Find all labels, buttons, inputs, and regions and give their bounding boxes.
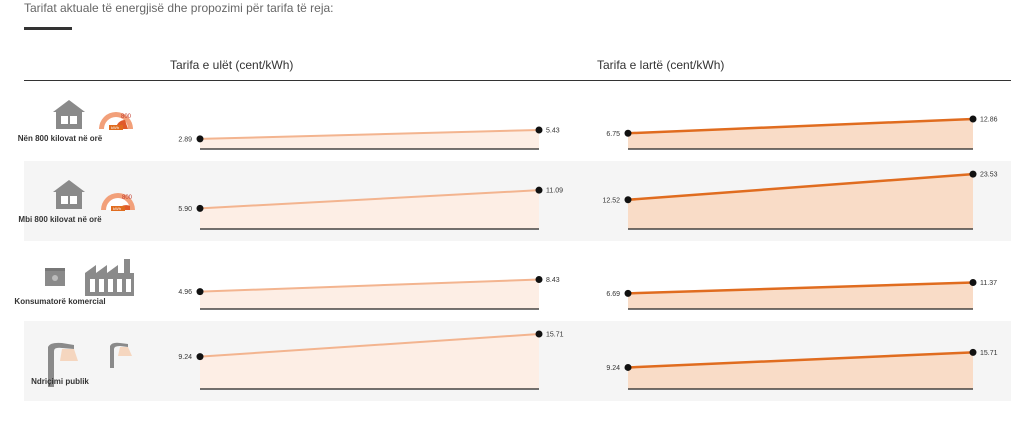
series-line <box>199 189 540 210</box>
low-tariff-header: Tarifa e ulët (cent/kWh) <box>170 58 294 72</box>
category-label: Ndriçimi publik <box>31 377 89 386</box>
factory-icon <box>85 259 134 296</box>
gauge-value: 800 <box>121 114 132 120</box>
data-point-end <box>969 170 977 178</box>
svg-text:kWh: kWh <box>113 206 121 211</box>
data-label-end: 23.53 <box>980 172 998 179</box>
data-label-end: 12.86 <box>980 116 998 123</box>
data-label-start: 12.52 <box>602 197 620 204</box>
meter-gauge-icon: 800 kWh <box>99 112 133 130</box>
series-line <box>627 117 974 135</box>
data-point-end <box>969 278 977 286</box>
data-point-end <box>535 330 543 338</box>
data-label-start: 6.69 <box>606 291 620 298</box>
street-lamp-icon <box>48 342 78 387</box>
area-fill <box>200 334 539 389</box>
data-label-start: 2.89 <box>178 136 192 143</box>
accent-bar <box>24 27 72 30</box>
area-fill <box>628 118 973 149</box>
data-label-end: 5.43 <box>546 127 560 134</box>
meter-gauge-icon: 800 kWh <box>101 193 135 211</box>
data-label-end: 11.37 <box>980 280 997 287</box>
data-point-end <box>969 115 977 123</box>
category-label: Mbi 800 kilovat në orë <box>18 215 102 224</box>
data-label-end: 15.71 <box>546 332 564 339</box>
data-label-end: 8.43 <box>546 277 560 284</box>
data-label-start: 5.90 <box>178 206 192 213</box>
house-icon <box>53 100 85 129</box>
category-label: Nën 800 kilovat në orë <box>17 134 103 143</box>
series-line <box>627 172 974 202</box>
server-box-icon <box>45 268 65 286</box>
data-point-start <box>624 289 632 297</box>
data-label-end: 15.71 <box>980 350 998 357</box>
area-fill <box>200 190 539 229</box>
data-point-end <box>535 186 543 194</box>
area-fill <box>628 352 973 389</box>
data-point-start <box>196 135 204 143</box>
area-fill <box>628 282 973 309</box>
area-fill <box>628 174 973 229</box>
data-point-end <box>969 348 977 356</box>
svg-text:kWh: kWh <box>111 125 119 130</box>
data-point-start <box>196 204 204 212</box>
data-point-start <box>624 196 632 204</box>
data-point-end <box>535 126 543 134</box>
series-line <box>199 333 540 358</box>
chart-subtitle: Tarifat aktuale të energjisë dhe propozi… <box>24 1 334 15</box>
data-label-start: 9.24 <box>178 354 192 361</box>
header-rule <box>24 80 1011 81</box>
series-line <box>627 351 974 369</box>
series-line <box>627 281 974 295</box>
area-fill <box>200 129 539 149</box>
category-label: Konsumatorë komercial <box>14 297 106 306</box>
data-point-start <box>624 363 632 371</box>
series-line <box>199 128 540 140</box>
data-point-end <box>535 275 543 283</box>
data-label-start: 4.96 <box>178 289 192 296</box>
series-line <box>199 278 540 293</box>
data-label-start: 6.75 <box>606 131 620 138</box>
data-label-end: 11.09 <box>546 188 563 195</box>
data-point-start <box>196 288 204 296</box>
street-lamp-icon <box>110 342 132 368</box>
gauge-value: 800 <box>122 195 133 201</box>
data-point-start <box>624 129 632 137</box>
high-tariff-header: Tarifa e lartë (cent/kWh) <box>597 58 725 72</box>
house-icon <box>53 180 85 209</box>
data-label-start: 9.24 <box>606 365 620 372</box>
data-point-start <box>196 353 204 361</box>
area-fill <box>200 279 539 309</box>
